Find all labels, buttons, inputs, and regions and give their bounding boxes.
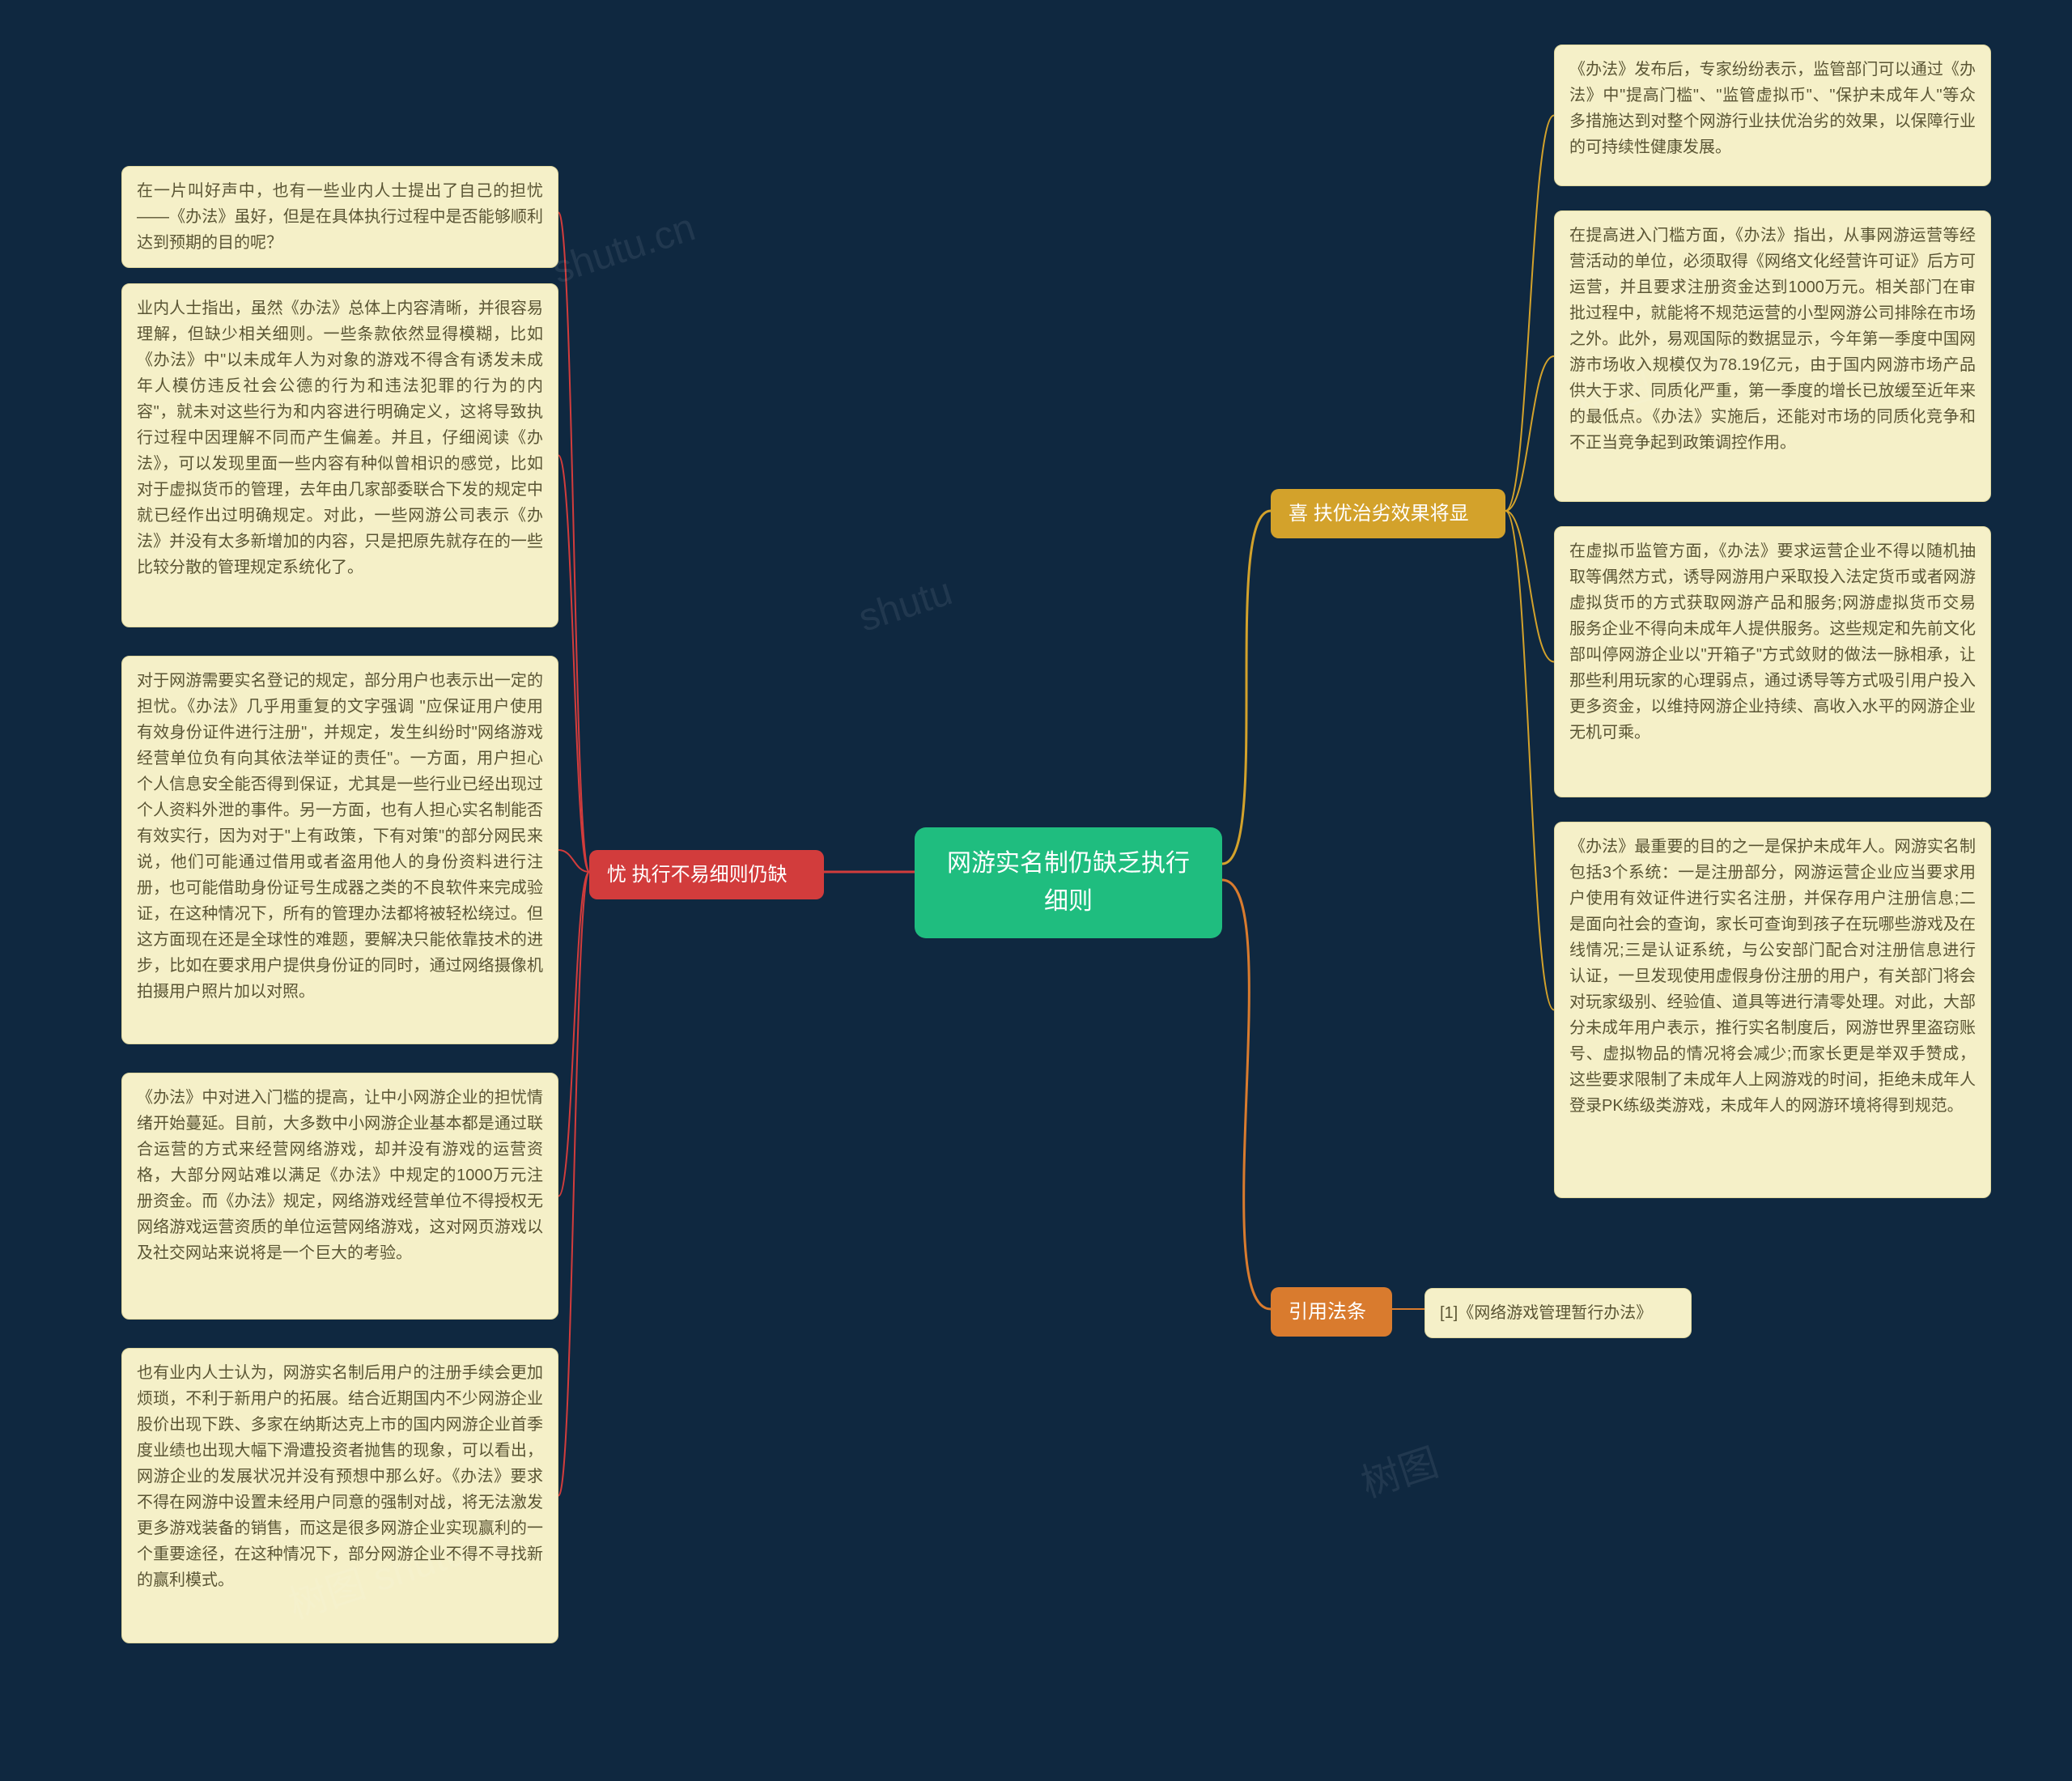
- leaf-node: 对于网游需要实名登记的规定，部分用户也表示出一定的担忧。《办法》几乎用重复的文字…: [121, 656, 558, 1044]
- leaf-node: 也有业内人士认为，网游实名制后用户的注册手续会更加烦琐，不利于新用户的拓展。结合…: [121, 1348, 558, 1643]
- center-node: 网游实名制仍缺乏执行细则: [915, 827, 1222, 938]
- leaf-node: 在虚拟币监管方面，《办法》要求运营企业不得以随机抽取等偶然方式，诱导网游用户采取…: [1554, 526, 1991, 797]
- leaf-node: 在一片叫好声中，也有一些业内人士提出了自己的担忧——《办法》虽好，但是在具体执行…: [121, 166, 558, 268]
- branch-you: 忧 执行不易细则仍缺: [589, 850, 824, 899]
- branch-xi-label: 喜 扶优治劣效果将显: [1289, 503, 1469, 525]
- branch-xi: 喜 扶优治劣效果将显: [1271, 489, 1505, 538]
- branch-cite: 引用法条: [1271, 1287, 1392, 1337]
- branch-cite-label: 引用法条: [1289, 1301, 1366, 1323]
- watermark: shutu: [853, 569, 957, 641]
- branch-you-label: 忧 执行不易细则仍缺: [607, 864, 788, 886]
- watermark: shutu.cn: [547, 205, 701, 292]
- center-label: 网游实名制仍缺乏执行细则: [947, 850, 1190, 915]
- leaf-node: 《办法》最重要的目的之一是保护未成年人。网游实名制包括3个系统：一是注册部分，网…: [1554, 822, 1991, 1198]
- leaf-node: 《办法》中对进入门槛的提高，让中小网游企业的担忧情绪开始蔓延。目前，大多数中小网…: [121, 1073, 558, 1320]
- leaf-node: [1]《网络游戏管理暂行办法》: [1424, 1288, 1692, 1338]
- leaf-node: 业内人士指出，虽然《办法》总体上内容清晰，并很容易理解，但缺少相关细则。一些条款…: [121, 283, 558, 627]
- leaf-node: 《办法》发布后，专家纷纷表示，监管部门可以通过《办法》中"提高门槛"、"监管虚拟…: [1554, 45, 1991, 186]
- watermark: 树图: [1353, 1430, 1445, 1508]
- leaf-node: 在提高进入门槛方面，《办法》指出，从事网游运营等经营活动的单位，必须取得《网络文…: [1554, 210, 1991, 502]
